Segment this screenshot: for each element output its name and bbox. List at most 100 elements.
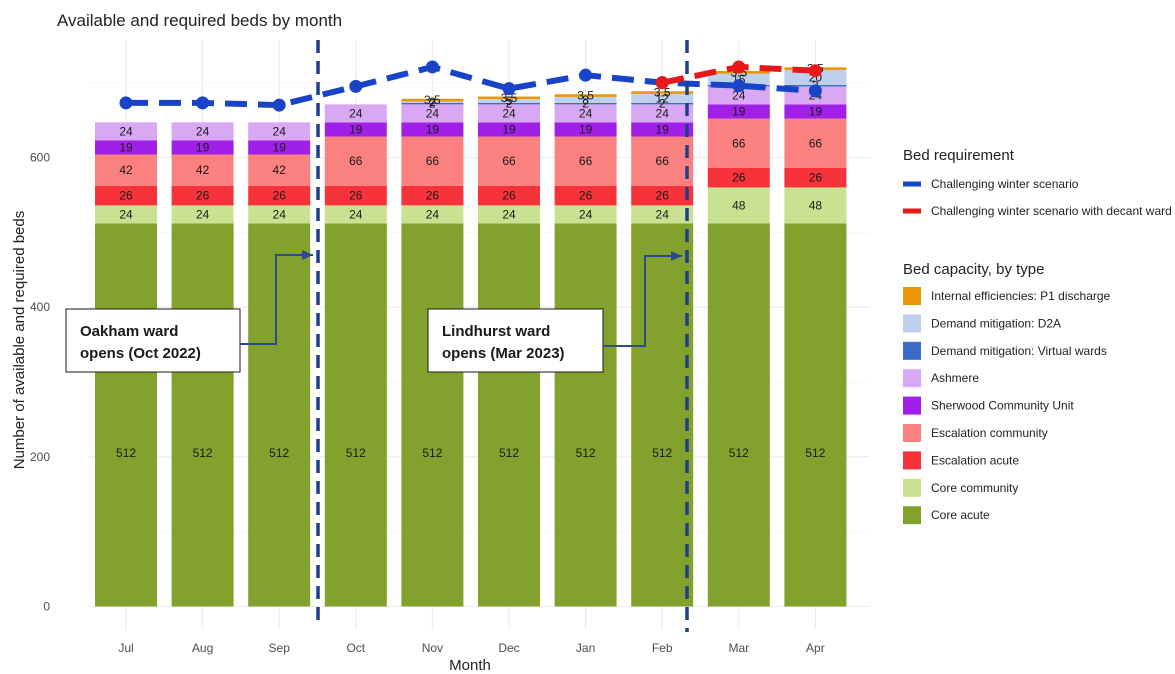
x-tick-label: Nov xyxy=(422,641,443,655)
bar-segment xyxy=(401,223,464,607)
requirement-point xyxy=(196,96,210,110)
x-axis-title: Month xyxy=(449,657,491,674)
bar-segment xyxy=(631,104,694,123)
legend-key-swatch xyxy=(903,369,921,388)
annotation-text: Oakham ward xyxy=(80,323,178,340)
bar-segment xyxy=(478,185,540,206)
bar-segment xyxy=(784,167,847,188)
data-label: 19 xyxy=(809,104,823,118)
data-label: 42 xyxy=(273,163,287,177)
data-label: 19 xyxy=(656,122,670,136)
data-label: 19 xyxy=(426,122,440,136)
y-tick-label: 0 xyxy=(43,600,50,614)
bar-segment xyxy=(554,205,617,224)
bar-segment xyxy=(324,223,387,607)
requirement-point xyxy=(272,98,286,112)
y-tick-label: 400 xyxy=(30,300,50,314)
bar-segment xyxy=(248,223,311,607)
bar-segment xyxy=(631,93,694,103)
annotation-box xyxy=(427,308,604,373)
legend-key-swatch xyxy=(903,506,921,525)
data-label: 2 xyxy=(429,97,436,111)
data-label: 26 xyxy=(502,189,516,203)
bar-segment xyxy=(324,185,387,206)
legend-title-capacity: Bed capacity, by type xyxy=(903,261,1044,278)
bar-segment xyxy=(554,223,617,607)
annotation-text: opens (Oct 2022) xyxy=(80,345,201,362)
bar-segment xyxy=(784,104,847,119)
legend-label: Challenging winter scenario xyxy=(931,177,1079,191)
x-tick-label: Sep xyxy=(269,641,291,655)
y-axis-title: Number of available and required beds xyxy=(11,211,28,470)
bar-segment xyxy=(478,102,540,105)
requirement-point xyxy=(579,68,593,82)
bar-segment xyxy=(401,205,464,224)
legend-label: Challenging winter scenario with decant … xyxy=(931,204,1172,218)
annotation-arrow xyxy=(603,255,682,347)
data-label: 24 xyxy=(502,106,516,120)
bar-segment xyxy=(631,136,694,186)
data-label: 2 xyxy=(506,97,513,111)
data-label: 19 xyxy=(579,122,593,136)
data-label: 24 xyxy=(426,207,440,221)
bar-segment xyxy=(401,98,464,102)
bar-segment xyxy=(631,185,694,206)
bar-segment xyxy=(248,122,311,141)
data-label: 12 xyxy=(656,91,670,105)
x-tick-label: Apr xyxy=(806,641,825,655)
data-label: 24 xyxy=(273,207,287,221)
bar-labels: 5122426421924512242642192451224264219245… xyxy=(116,62,826,461)
data-label: 66 xyxy=(502,154,516,168)
requirement-point xyxy=(808,64,822,78)
data-label: 512 xyxy=(269,446,289,460)
bar-segment xyxy=(784,187,847,224)
x-tick-label: Mar xyxy=(728,641,749,655)
data-label: 19 xyxy=(732,104,746,118)
legend-label: Internal efficiencies: P1 discharge xyxy=(931,289,1111,303)
bar-segment xyxy=(324,136,387,186)
data-label: 2 xyxy=(659,97,666,111)
data-label: 66 xyxy=(579,154,593,168)
data-label: 2 xyxy=(429,95,436,109)
requirement-point xyxy=(808,84,822,98)
data-label: 66 xyxy=(809,136,823,150)
legend: Bed requirement Bed capacity, by type Ch… xyxy=(903,147,1172,525)
data-label: 3.5 xyxy=(654,86,671,100)
data-label: 19 xyxy=(119,140,133,154)
data-label: 26 xyxy=(656,189,670,203)
bar-segment xyxy=(631,223,694,607)
legend-label: Demand mitigation: Virtual wards xyxy=(931,344,1107,358)
data-label: 66 xyxy=(426,154,440,168)
y-tick-label: 200 xyxy=(30,450,50,464)
legend-label: Demand mitigation: D2A xyxy=(931,316,1061,330)
data-label: 512 xyxy=(652,446,672,460)
requirement-point xyxy=(119,96,133,110)
bar-segment xyxy=(554,185,617,206)
legend-label: Sherwood Community Unit xyxy=(931,399,1074,413)
legend-label: Core community xyxy=(931,481,1018,495)
data-label: 26 xyxy=(273,189,287,203)
requirement-point xyxy=(349,79,363,93)
bar-segment xyxy=(707,104,770,119)
bar-segment xyxy=(171,122,234,141)
data-label: 26 xyxy=(349,189,363,203)
bar-segment xyxy=(171,205,234,224)
bar-segment xyxy=(478,122,540,137)
data-label: 24 xyxy=(579,207,593,221)
bar-segment xyxy=(95,223,157,607)
data-label: 19 xyxy=(502,122,516,136)
bar-segment xyxy=(171,185,234,206)
data-label: 24 xyxy=(656,106,670,120)
data-label: 512 xyxy=(193,446,213,460)
data-label: 3.5 xyxy=(424,93,441,107)
requirement-line xyxy=(126,63,816,109)
bar-segment xyxy=(401,102,464,105)
requirement-point xyxy=(502,82,516,96)
bar-segment xyxy=(478,205,540,224)
bar-segment xyxy=(631,205,694,224)
bar-segment xyxy=(401,136,464,186)
data-label: 42 xyxy=(196,163,210,177)
data-label: 26 xyxy=(579,189,593,203)
data-label: 2 xyxy=(582,97,589,111)
data-label: 24 xyxy=(273,124,287,138)
